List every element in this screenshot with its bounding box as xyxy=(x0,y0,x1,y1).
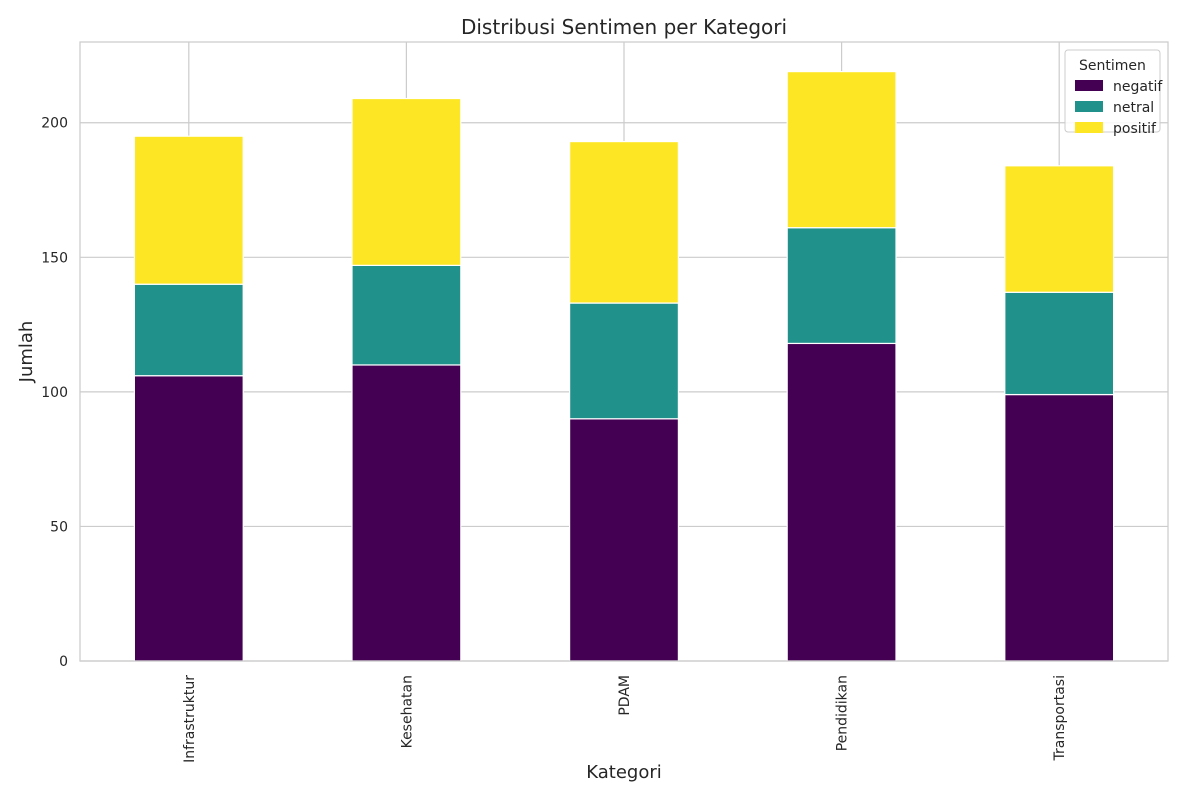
legend-swatch-netral xyxy=(1075,101,1103,112)
legend-label-negatif: negatif xyxy=(1113,79,1163,95)
bar-segment-negatif xyxy=(133,375,244,662)
legend-items: negatif netral positif xyxy=(1075,79,1163,137)
bar-segment-positif xyxy=(133,135,244,285)
x-tick-label: Infrastruktur xyxy=(182,675,198,763)
bar-segment-netral xyxy=(351,264,462,366)
legend: Sentimen negatif netral positif xyxy=(1064,49,1163,137)
bar-segment-negatif xyxy=(786,342,897,662)
legend-label-positif: positif xyxy=(1113,121,1157,137)
plot-frame xyxy=(79,41,1169,662)
y-tick-label: 50 xyxy=(50,519,68,535)
bar-segment-netral xyxy=(133,283,244,377)
legend-title: Sentimen xyxy=(1079,58,1146,74)
legend-swatch-positif xyxy=(1075,122,1103,133)
bar-segment-positif xyxy=(568,140,679,304)
bar-segment-positif xyxy=(351,97,462,266)
y-tick-label: 200 xyxy=(41,116,68,132)
chart-title: Distribusi Sentimen per Kategori xyxy=(461,15,787,39)
bar-segment-netral xyxy=(1004,291,1115,396)
bar-segment-netral xyxy=(786,227,897,345)
y-axis-label: Jumlah xyxy=(16,321,37,384)
x-tick-label: Transportasi xyxy=(1052,675,1068,761)
x-tick-label: PDAM xyxy=(617,675,633,716)
x-axis-label: Kategori xyxy=(586,762,662,783)
bar-segment-negatif xyxy=(351,364,462,662)
bar-segment-positif xyxy=(1004,165,1115,293)
x-tick-label: Pendidikan xyxy=(835,675,851,751)
bar-segment-negatif xyxy=(568,418,679,662)
y-tick-label: 150 xyxy=(41,250,68,266)
x-tick-labels: Infrastruktur Kesehatan PDAM Pendidikan Tran… xyxy=(182,675,1068,763)
legend-swatch-negatif xyxy=(1075,80,1103,91)
legend-label-netral: netral xyxy=(1113,100,1154,116)
x-tick-label: Kesehatan xyxy=(399,675,415,748)
bar-segment-netral xyxy=(568,302,679,420)
bar-segment-positif xyxy=(786,71,897,229)
bar-segment-negatif xyxy=(1004,393,1115,662)
y-tick-labels: 0 50 100 150 200 xyxy=(41,116,68,670)
y-tick-label: 100 xyxy=(41,385,68,401)
y-tick-label: 0 xyxy=(59,654,68,670)
bars xyxy=(133,71,1115,662)
